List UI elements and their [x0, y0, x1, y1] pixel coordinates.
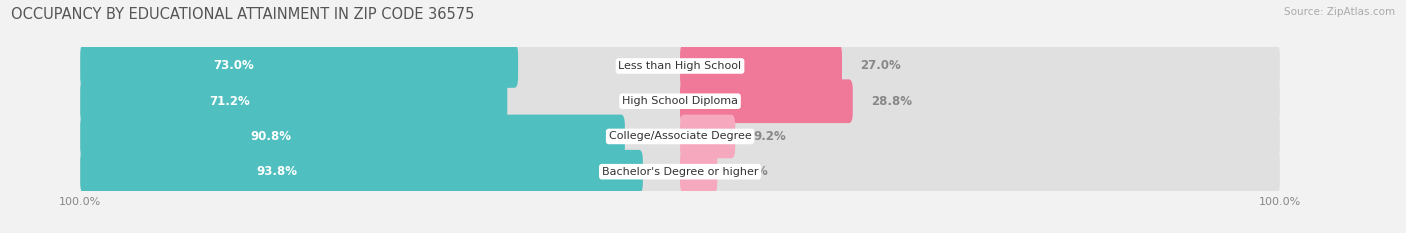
Text: 90.8%: 90.8% — [250, 130, 291, 143]
Text: 73.0%: 73.0% — [214, 59, 254, 72]
Text: 28.8%: 28.8% — [870, 95, 911, 108]
FancyBboxPatch shape — [80, 44, 517, 88]
Text: 27.0%: 27.0% — [860, 59, 901, 72]
Text: College/Associate Degree: College/Associate Degree — [609, 131, 751, 141]
Text: Less than High School: Less than High School — [619, 61, 741, 71]
Text: OCCUPANCY BY EDUCATIONAL ATTAINMENT IN ZIP CODE 36575: OCCUPANCY BY EDUCATIONAL ATTAINMENT IN Z… — [11, 7, 475, 22]
Text: High School Diploma: High School Diploma — [621, 96, 738, 106]
FancyBboxPatch shape — [681, 115, 735, 158]
FancyBboxPatch shape — [80, 150, 643, 194]
FancyBboxPatch shape — [681, 44, 842, 88]
Text: 6.2%: 6.2% — [735, 165, 768, 178]
FancyBboxPatch shape — [80, 115, 624, 158]
FancyBboxPatch shape — [80, 150, 1279, 194]
FancyBboxPatch shape — [80, 79, 1279, 123]
Text: 93.8%: 93.8% — [257, 165, 298, 178]
Text: Bachelor's Degree or higher: Bachelor's Degree or higher — [602, 167, 758, 177]
FancyBboxPatch shape — [80, 44, 1279, 88]
Text: 9.2%: 9.2% — [754, 130, 786, 143]
FancyBboxPatch shape — [80, 115, 1279, 158]
FancyBboxPatch shape — [681, 79, 853, 123]
Text: 71.2%: 71.2% — [209, 95, 250, 108]
FancyBboxPatch shape — [80, 79, 508, 123]
FancyBboxPatch shape — [681, 150, 717, 194]
Text: Source: ZipAtlas.com: Source: ZipAtlas.com — [1284, 7, 1395, 17]
